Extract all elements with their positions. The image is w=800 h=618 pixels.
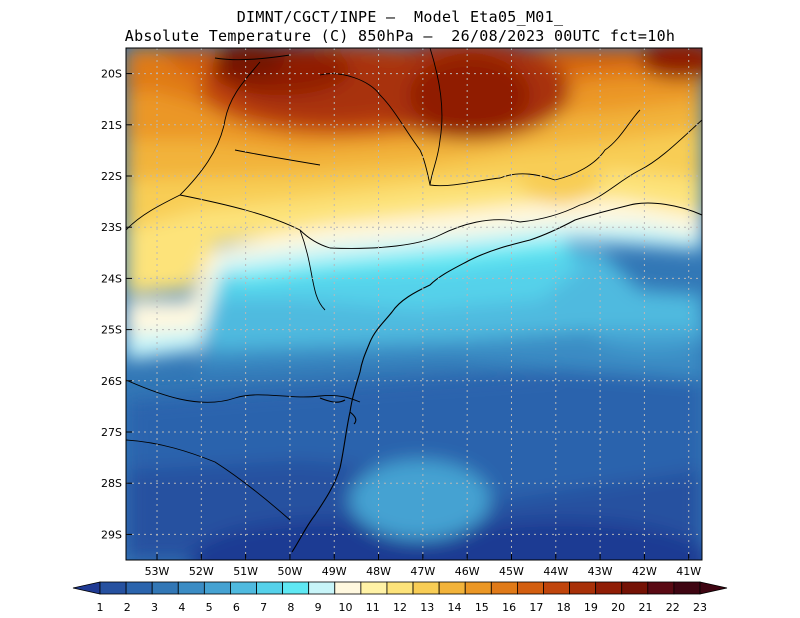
graticule bbox=[126, 48, 702, 560]
plot-frame bbox=[125, 47, 703, 561]
colorbar-label: 12 bbox=[393, 601, 407, 614]
colorbar-label: 15 bbox=[475, 601, 489, 614]
colorbar-swatch bbox=[360, 581, 388, 595]
colorbar-label: 1 bbox=[97, 601, 104, 614]
colorbar-label: 16 bbox=[502, 601, 516, 614]
lon-label: 41W bbox=[676, 565, 701, 578]
colorbar-swatch bbox=[386, 581, 414, 595]
colorbar-label: 3 bbox=[151, 601, 158, 614]
colorbar-label: 23 bbox=[693, 601, 707, 614]
lat-label: 23S bbox=[101, 221, 122, 234]
map-title-line1: DIMNT/CGCT/INPE – Model Eta05_M01_ bbox=[236, 8, 564, 26]
colorbar-label: 22 bbox=[666, 601, 680, 614]
colorbar-low-arrow bbox=[72, 581, 101, 595]
lat-label: 22S bbox=[101, 170, 122, 183]
colorbar-swatch bbox=[438, 581, 466, 595]
colorbar-label: 6 bbox=[233, 601, 240, 614]
colorbar-swatch bbox=[256, 581, 284, 595]
colorbar-swatch bbox=[177, 581, 205, 595]
colorbar-label: 14 bbox=[448, 601, 462, 614]
map-title-line2: Absolute Temperature (C) 850hPa – 26/08/… bbox=[124, 27, 676, 45]
lon-label: 49W bbox=[322, 565, 347, 578]
lon-label: 46W bbox=[455, 565, 480, 578]
longitude-axis: 53W 52W 51W 50W 49W 48W 47W 46W 45W 44W 43W 42W 41W bbox=[145, 554, 701, 578]
temperature-field bbox=[126, 48, 702, 560]
lon-label: 52W bbox=[189, 565, 214, 578]
colorbar-label: 10 bbox=[338, 601, 352, 614]
lat-label: 21S bbox=[101, 119, 122, 132]
colorbar-swatch bbox=[543, 581, 570, 595]
colorbar-swatch bbox=[230, 581, 257, 595]
lon-label: 42W bbox=[632, 565, 657, 578]
colorbar-swatch bbox=[334, 581, 362, 595]
colorbar-swatch bbox=[282, 581, 310, 595]
colorbar-swatch bbox=[412, 581, 440, 595]
colorbar-swatch bbox=[203, 581, 231, 595]
colorbar-swatch bbox=[490, 581, 518, 595]
colorbar: 1 2 3 4 5 6 7 8 9 10 11 12 13 14 15 16 17 18 19 20 21 22 23 bbox=[72, 581, 728, 614]
colorbar-label: 2 bbox=[124, 601, 131, 614]
lat-label: 26S bbox=[101, 375, 122, 388]
colorbar-label: 18 bbox=[557, 601, 571, 614]
lat-label: 25S bbox=[101, 324, 122, 337]
colorbar-swatch bbox=[516, 581, 544, 595]
lon-label: 47W bbox=[410, 565, 435, 578]
colorbar-label: 9 bbox=[315, 601, 322, 614]
state-borders bbox=[126, 48, 702, 521]
lat-label: 20S bbox=[101, 68, 122, 81]
colorbar-label: 7 bbox=[260, 601, 267, 614]
colorbar-label: 13 bbox=[420, 601, 434, 614]
colorbar-label: 8 bbox=[287, 601, 294, 614]
colorbar-swatch bbox=[621, 581, 649, 595]
colorbar-swatch bbox=[569, 581, 597, 595]
colorbar-label: 20 bbox=[611, 601, 625, 614]
lat-label: 27S bbox=[101, 426, 122, 439]
colorbar-swatch bbox=[308, 581, 336, 595]
colorbar-swatch bbox=[125, 581, 153, 595]
lon-label: 48W bbox=[366, 565, 391, 578]
lat-label: 29S bbox=[101, 528, 122, 541]
colorbar-label: 4 bbox=[178, 601, 185, 614]
colorbar-swatch bbox=[99, 581, 127, 595]
lon-label: 51W bbox=[233, 565, 258, 578]
colorbar-label: 5 bbox=[206, 601, 213, 614]
coastline bbox=[291, 202, 702, 553]
colorbar-label: 11 bbox=[366, 601, 380, 614]
colorbar-label: 17 bbox=[529, 601, 543, 614]
colorbar-high-arrow bbox=[699, 581, 728, 595]
lat-label: 28S bbox=[101, 477, 122, 490]
lon-label: 45W bbox=[499, 565, 524, 578]
colorbar-swatch bbox=[151, 581, 179, 595]
colorbar-label: 21 bbox=[638, 601, 652, 614]
lat-label: 24S bbox=[101, 272, 122, 285]
lon-label: 53W bbox=[145, 565, 170, 578]
colorbar-label: 19 bbox=[584, 601, 598, 614]
latitude-axis: 20S 21S 22S 23S 24S 25S 26S 27S 28S 29S bbox=[101, 68, 132, 541]
lon-label: 44W bbox=[543, 565, 568, 578]
colorbar-swatch bbox=[673, 581, 701, 595]
colorbar-swatch bbox=[595, 581, 623, 595]
colorbar-swatch bbox=[647, 581, 675, 595]
lon-label: 43W bbox=[588, 565, 613, 578]
colorbar-swatch bbox=[464, 581, 492, 595]
lon-label: 50W bbox=[278, 565, 303, 578]
